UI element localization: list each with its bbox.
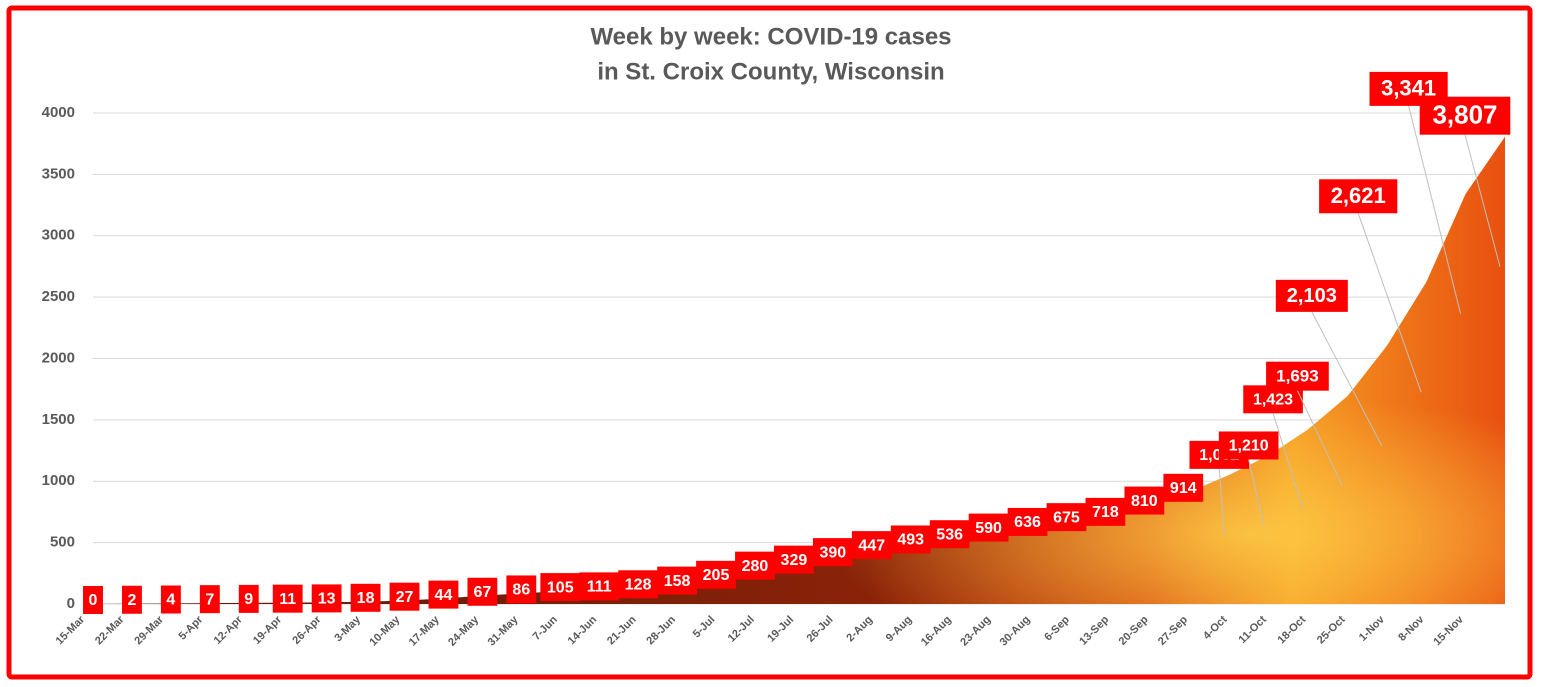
data-label: 2,103 [1287, 285, 1337, 307]
data-label: 914 [1170, 480, 1197, 497]
data-label-box [812, 538, 853, 567]
chart-title: Week by week: COVID-19 cases [590, 23, 951, 50]
data-label-box [467, 577, 498, 606]
data-label: 590 [975, 520, 1002, 537]
data-label: 718 [1092, 504, 1119, 521]
y-tick-label: 2500 [42, 288, 75, 305]
data-label-box [350, 583, 381, 612]
data-label: 44 [435, 587, 453, 604]
data-label-box [1007, 507, 1048, 536]
leader-line [1296, 390, 1343, 487]
data-label-box [506, 575, 537, 604]
data-label: 13 [318, 591, 336, 608]
data-label-box [1124, 486, 1165, 515]
y-tick-label: 3000 [42, 227, 75, 244]
data-label-box [735, 551, 775, 580]
y-tick-label: 3500 [42, 165, 75, 182]
leader-line [1408, 105, 1462, 315]
data-label: 0 [89, 592, 98, 609]
y-tick-label: 4000 [42, 104, 75, 121]
chart-title: in St. Croix County, Wisconsin [597, 58, 944, 85]
data-label-box [851, 531, 892, 560]
data-label-box [1085, 497, 1126, 526]
data-label: 3,807 [1432, 100, 1497, 130]
data-label: 536 [936, 526, 963, 543]
y-tick-label: 2000 [42, 349, 75, 366]
data-label: 280 [742, 558, 769, 575]
data-label: 675 [1053, 509, 1080, 526]
frame-border [6, 5, 1533, 680]
data-label-box [618, 570, 659, 599]
area-glow [87, 136, 1505, 605]
data-label-box [160, 585, 181, 614]
data-label-box [890, 525, 931, 554]
data-label-box [428, 580, 459, 609]
data-label: 4 [166, 592, 175, 609]
data-label: 111 [587, 579, 612, 596]
leader-line [1218, 468, 1225, 535]
data-label: 27 [396, 589, 414, 606]
data-label: 11 [279, 591, 296, 608]
data-label-box [696, 560, 736, 589]
data-label-box [657, 566, 697, 595]
data-label: 2,621 [1331, 183, 1386, 208]
data-label-box [1419, 96, 1511, 135]
y-tick-label: 1500 [42, 411, 75, 428]
data-label: 105 [547, 579, 574, 596]
data-label: 447 [858, 537, 885, 554]
leader-line [1464, 134, 1501, 267]
data-label: 810 [1131, 493, 1158, 510]
leader-line [1357, 213, 1422, 393]
data-label-box [238, 584, 259, 613]
data-label-box [1266, 361, 1329, 391]
data-label-box [389, 582, 420, 611]
y-tick-label: 1000 [42, 472, 75, 489]
data-label-box [83, 586, 103, 614]
leader-line [1311, 311, 1383, 447]
data-label: 1,693 [1276, 367, 1319, 386]
data-label-box [774, 545, 814, 574]
leader-line [1248, 459, 1265, 526]
data-label: 67 [473, 584, 491, 601]
data-label: 128 [625, 577, 652, 594]
data-label-box [199, 585, 220, 614]
data-label-box [272, 584, 303, 613]
leader-line [1272, 413, 1304, 510]
data-label: 329 [781, 552, 808, 569]
data-label: 493 [897, 532, 924, 549]
data-label: 636 [1014, 514, 1041, 531]
data-label: 2 [127, 592, 136, 609]
data-label: 205 [703, 567, 730, 584]
data-label: 158 [664, 573, 691, 590]
data-label-box [1218, 431, 1279, 460]
data-label-box [579, 572, 620, 601]
data-label: 18 [357, 590, 375, 607]
data-label-box [1275, 279, 1348, 312]
data-label: 390 [819, 544, 846, 561]
data-label-box [929, 520, 970, 549]
data-label-box [121, 585, 142, 614]
y-tick-label: 0 [67, 595, 75, 612]
data-label: 1,423 [1253, 392, 1293, 409]
data-label: 3,341 [1381, 76, 1436, 101]
data-label-box [1163, 473, 1204, 502]
data-label-box [311, 584, 342, 613]
data-label: 1,210 [1229, 438, 1269, 455]
data-label: 86 [512, 582, 530, 599]
y-tick-label: 500 [50, 534, 75, 551]
data-label-box [1319, 179, 1398, 214]
data-label-box [1046, 503, 1087, 532]
data-label-box [968, 513, 1009, 542]
data-label-box [540, 573, 581, 602]
data-label: 9 [244, 591, 253, 608]
data-label: 7 [205, 591, 214, 608]
